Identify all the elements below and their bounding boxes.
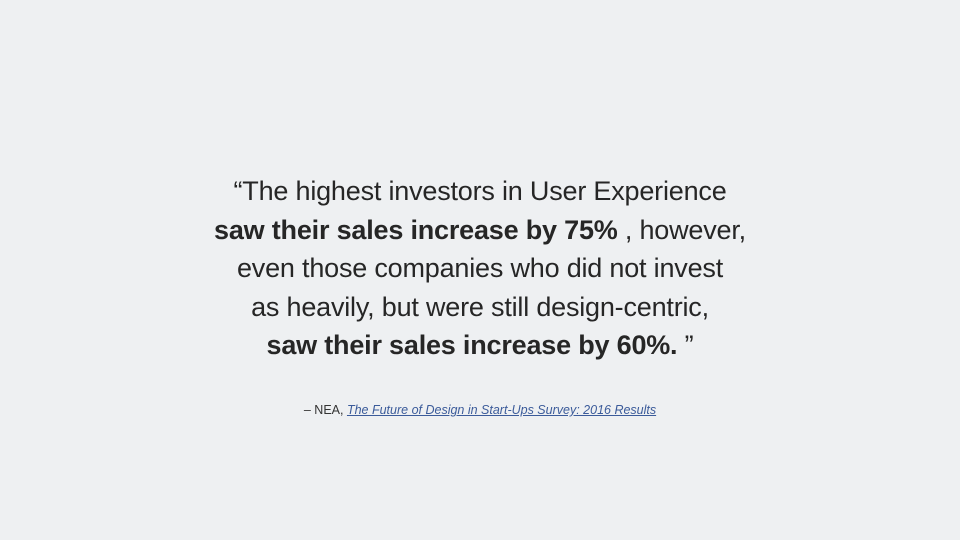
quote-line-1: “The highest investors in User Experienc…: [233, 176, 727, 206]
quote-line-5: saw their sales increase by 60%. ”: [130, 326, 830, 365]
quote-highlight-60: saw their sales increase by 60%.: [266, 330, 678, 360]
quote-highlight-75: saw their sales increase by 75%: [214, 214, 618, 245]
quote-block: “The highest investors in User Experienc…: [130, 172, 830, 365]
quote-line-5-rest: ”: [677, 330, 694, 360]
source-link[interactable]: The Future of Design in Start-Ups Survey…: [346, 403, 657, 417]
attribution-prefix: – NEA,: [303, 403, 347, 417]
quote-line-2: saw their sales increase by 75% , howeve…: [130, 211, 830, 250]
attribution: – NEA, The Future of Design in Start-Ups…: [130, 401, 830, 419]
quote-line-4: as heavily, but were still design-centri…: [251, 291, 709, 322]
quote-line-3: even those companies who did not invest: [236, 253, 723, 283]
quote-line-2-rest: , however,: [617, 214, 746, 245]
